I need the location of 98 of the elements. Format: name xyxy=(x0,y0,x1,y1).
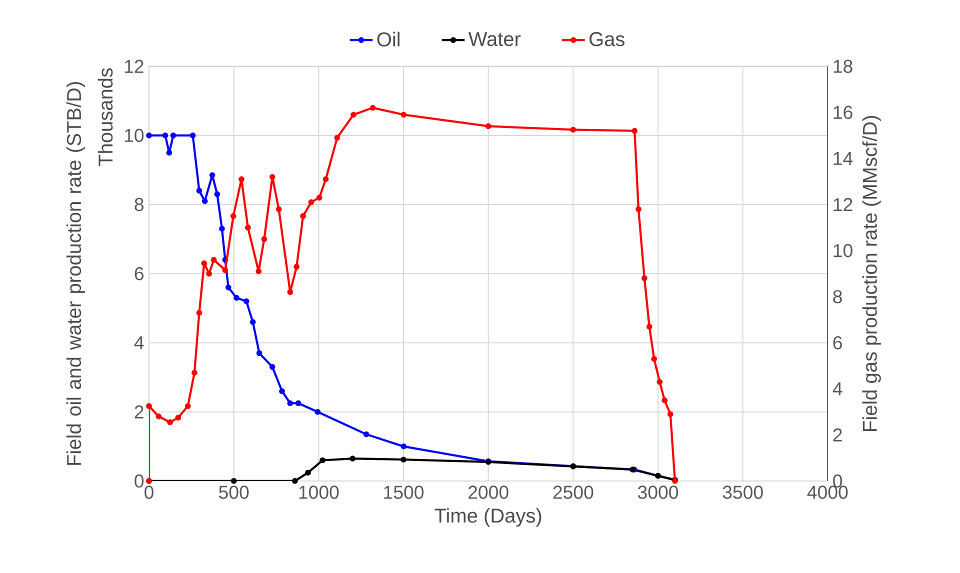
y2-tick-label: 12 xyxy=(834,198,852,212)
point xyxy=(651,356,658,362)
y-tick-label: 0 xyxy=(134,474,144,488)
point xyxy=(350,112,356,118)
x-axis-title: Time (Days) xyxy=(434,508,542,527)
point xyxy=(243,298,250,304)
x-tick-label: 2500 xyxy=(553,486,594,499)
legend-label: Gas xyxy=(590,32,624,46)
point xyxy=(322,176,329,182)
point xyxy=(202,198,208,204)
y-tick-label: 2 xyxy=(134,405,144,418)
x-tick-label: 1500 xyxy=(384,486,424,499)
point xyxy=(295,400,302,406)
point xyxy=(269,364,276,370)
point xyxy=(222,267,228,274)
point xyxy=(210,256,217,263)
point xyxy=(287,289,294,296)
point xyxy=(276,206,282,212)
point xyxy=(250,319,256,325)
y2-axis-title: Field gas production rate (MMscf/D) xyxy=(862,116,881,431)
point xyxy=(166,150,172,156)
point xyxy=(244,224,251,231)
point xyxy=(234,294,240,301)
point xyxy=(485,123,492,130)
point xyxy=(570,126,576,133)
y2-tick-label: 0 xyxy=(833,474,842,488)
point xyxy=(230,478,237,484)
y2-tick-label: 2 xyxy=(833,428,842,442)
point xyxy=(256,268,262,274)
y-tick-label: 8 xyxy=(134,198,144,212)
point xyxy=(292,478,298,484)
point xyxy=(646,324,652,330)
point xyxy=(238,176,244,182)
point xyxy=(192,370,198,376)
y2-tick-label: 4 xyxy=(832,382,842,396)
point xyxy=(632,128,638,134)
y2-tick-label: 18 xyxy=(834,60,852,73)
point xyxy=(230,213,236,219)
x-tick-label: 0 xyxy=(144,486,154,499)
point xyxy=(400,443,407,450)
y-tick-label: 12 xyxy=(124,60,144,73)
y2-tick-label: 16 xyxy=(834,106,852,120)
y2-tick-label: 14 xyxy=(834,152,853,165)
point xyxy=(316,194,322,201)
y-axis-title: Field oil and water production rate (STB/D) xyxy=(66,82,86,465)
point xyxy=(370,104,376,111)
y2-tick-label: 6 xyxy=(833,336,842,350)
point xyxy=(641,275,648,282)
point xyxy=(350,456,356,462)
point xyxy=(314,408,321,415)
point xyxy=(167,419,173,426)
point xyxy=(146,132,152,138)
point xyxy=(196,310,202,316)
point xyxy=(261,236,268,242)
point xyxy=(287,400,294,406)
point xyxy=(656,378,663,385)
point xyxy=(300,213,306,219)
point xyxy=(305,470,311,476)
point xyxy=(184,403,191,410)
point xyxy=(170,132,176,138)
point xyxy=(219,226,225,232)
point xyxy=(400,112,407,118)
point xyxy=(225,284,232,290)
legend-label: Water xyxy=(468,32,521,46)
y-tick-label: 4 xyxy=(134,336,144,350)
point xyxy=(334,134,340,141)
point xyxy=(294,264,300,270)
text: Thousands xyxy=(98,68,113,166)
y-tick-label: 6 xyxy=(134,267,144,280)
point xyxy=(156,414,162,420)
x-tick-label: 2000 xyxy=(468,486,508,499)
y2-tick-label: 8 xyxy=(833,290,842,304)
point xyxy=(256,350,262,356)
point xyxy=(320,457,326,464)
point xyxy=(214,191,220,198)
x-tick-label: 500 xyxy=(219,486,249,499)
legend-label: Oil xyxy=(377,32,400,46)
point xyxy=(363,431,370,438)
point xyxy=(308,199,314,206)
y-tick-label: 10 xyxy=(124,128,144,142)
point xyxy=(190,132,196,138)
point xyxy=(279,388,285,394)
point xyxy=(175,414,182,421)
x-tick-label: 4000 xyxy=(807,486,848,499)
point xyxy=(206,270,212,277)
point xyxy=(636,206,642,212)
point xyxy=(662,397,668,404)
x-tick-label: 3500 xyxy=(722,486,763,499)
point xyxy=(667,411,674,418)
x-tick-label: 1000 xyxy=(299,486,339,499)
y2-tick-label: 10 xyxy=(834,244,852,258)
point xyxy=(269,174,276,180)
point xyxy=(400,456,406,462)
point xyxy=(146,403,152,410)
x-tick-label: 3000 xyxy=(638,486,678,499)
point xyxy=(201,260,208,266)
point xyxy=(196,188,202,194)
point xyxy=(162,132,168,138)
